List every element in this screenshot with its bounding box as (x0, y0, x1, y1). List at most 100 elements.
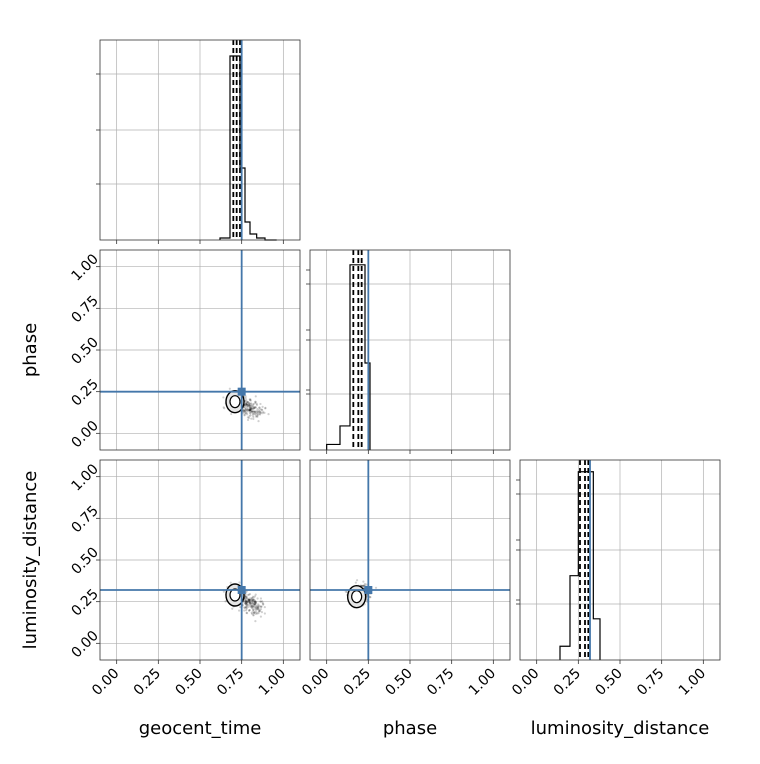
scatter-point (250, 406, 253, 409)
scatter-point (249, 605, 252, 608)
x-axis-label-luminosity_distance: luminosity_distance (531, 718, 710, 739)
scatter-point (244, 401, 247, 405)
scatter-point (257, 409, 260, 412)
scatter-point (252, 598, 255, 601)
scatter-point (245, 611, 248, 614)
scatter-point (249, 398, 252, 401)
scatter-point (244, 403, 247, 407)
x-tick-label: 0.00 (89, 666, 122, 699)
scatter-point (247, 598, 250, 601)
scatter-point (244, 407, 247, 411)
scatter-point (255, 414, 259, 418)
scatter-point (250, 605, 253, 608)
scatter-point (253, 600, 256, 604)
scatter-point (255, 402, 258, 405)
scatter-point (256, 604, 259, 608)
scatter-point (242, 409, 245, 412)
scatter-point (258, 410, 261, 413)
scatter-point (246, 600, 249, 603)
scatter-point (248, 608, 251, 612)
scatter-point (253, 603, 256, 606)
scatter-point (259, 605, 262, 608)
scatter-point (250, 611, 253, 614)
scatter-point (260, 408, 263, 411)
scatter-point (259, 402, 262, 406)
scatter-point (255, 608, 259, 611)
scatter-point (248, 415, 251, 418)
scatter-point (243, 410, 246, 413)
scatter-point (242, 408, 245, 411)
scatter-point (248, 409, 251, 412)
scatter-point (258, 411, 261, 414)
scatter-point (256, 414, 259, 417)
scatter-point (248, 601, 251, 604)
scatter-point (251, 602, 254, 605)
scatter-point (248, 599, 252, 602)
scatter-point (259, 408, 262, 411)
scatter-point (253, 611, 256, 614)
scatter-point (245, 601, 248, 604)
scatter-point (247, 603, 250, 607)
scatter-point (248, 402, 251, 405)
scatter-point (250, 417, 253, 420)
scatter-point (250, 409, 253, 412)
scatter-point (251, 595, 255, 598)
scatter-point (239, 605, 242, 609)
scatter-point (259, 608, 263, 611)
x-tick-label: 0.75 (424, 666, 457, 699)
scatter-point (363, 582, 367, 586)
scatter-point (253, 602, 256, 605)
scatter-point (244, 600, 247, 604)
histogram-step-luminosity_distance (559, 471, 601, 660)
scatter-point (245, 603, 248, 606)
scatter-point (222, 590, 226, 593)
scatter-point (250, 600, 254, 603)
scatter-point (254, 620, 257, 623)
scatter-point (254, 413, 257, 416)
scatter-point (247, 409, 250, 412)
scatter-point (255, 611, 258, 614)
scatter-point (244, 609, 248, 612)
y-tick-label: 1.00 (68, 461, 101, 494)
scatter-point (251, 414, 255, 417)
scatter-point (250, 410, 253, 413)
scatter-point (224, 600, 227, 603)
scatter-point (245, 403, 249, 406)
scatter-point (253, 611, 256, 614)
scatter-point (253, 600, 256, 603)
scatter-point (251, 597, 254, 600)
scatter-point (256, 597, 259, 600)
scatter-point (251, 410, 254, 413)
scatter-point (247, 416, 251, 419)
x-tick-label: 0.25 (131, 666, 164, 699)
scatter-point (250, 606, 253, 609)
scatter-point (244, 602, 247, 605)
scatter-point (248, 600, 251, 603)
scatter-point (248, 408, 252, 411)
scatter-point (244, 599, 247, 602)
scatter-point (252, 405, 255, 408)
scatter-point (256, 408, 259, 411)
scatter-point (255, 403, 259, 406)
y-tick-label: 0.50 (68, 334, 101, 367)
scatter-point (249, 412, 252, 415)
scatter-point (251, 407, 254, 410)
scatter-point (256, 607, 259, 610)
scatter-point (249, 408, 252, 411)
scatter-point (245, 601, 248, 604)
scatter-point (244, 396, 247, 400)
scatter-point (362, 584, 365, 587)
scatter-point (252, 608, 255, 611)
scatter-point (256, 410, 259, 414)
scatter-point (251, 403, 255, 406)
scatter-point (259, 600, 262, 603)
scatter-point (246, 401, 249, 404)
scatter-point (252, 410, 255, 413)
histogram-panel-phase (306, 250, 510, 450)
scatter-point (248, 600, 251, 603)
scatter-point (247, 402, 251, 405)
scatter-point (228, 387, 231, 390)
x-axis-label-geocent_time: geocent_time (139, 718, 262, 739)
scatter-point (257, 606, 260, 609)
